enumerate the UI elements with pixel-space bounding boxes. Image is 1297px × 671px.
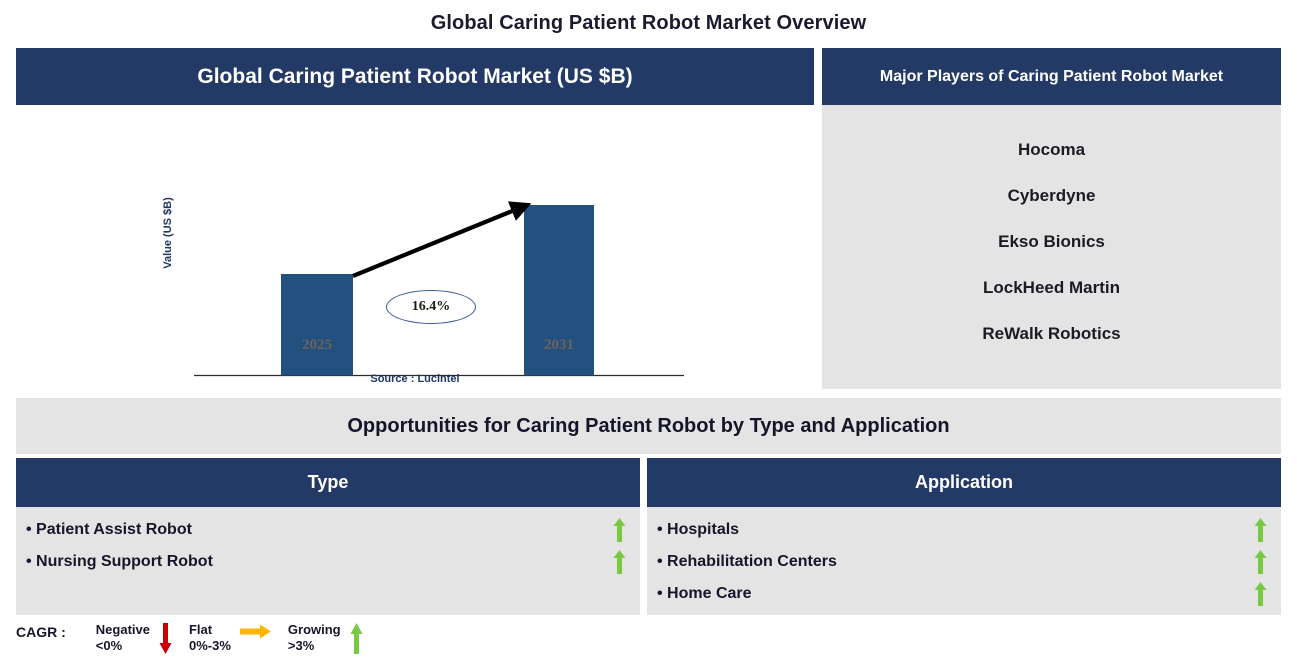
type-column-body: • Patient Assist Robot • Nursing Support… xyxy=(16,507,640,615)
list-item: LockHeed Martin xyxy=(983,278,1120,297)
list-item: • Patient Assist Robot xyxy=(16,514,640,546)
legend-entry-flat: Flat 0%-3% xyxy=(189,622,279,654)
list-item: Ekso Bionics xyxy=(998,232,1105,251)
players-list: Hocoma Cyberdyne Ekso Bionics LockHeed M… xyxy=(822,105,1281,389)
arrow-up-icon xyxy=(613,518,626,542)
major-players-card: Major Players of Caring Patient Robot Ma… xyxy=(822,48,1281,389)
legend-flat-name: Flat xyxy=(188,622,213,637)
market-bar-chart xyxy=(194,201,684,377)
legend-growing-range: >3% xyxy=(287,638,315,653)
page-title: Global Caring Patient Robot Market Overv… xyxy=(430,12,867,34)
legend-negative-name: Negative xyxy=(95,622,150,637)
chart-x-tick-0: 2025 xyxy=(302,337,332,353)
application-column-body: • Hospitals • Rehabilitation Centers • H… xyxy=(647,507,1281,615)
legend-entry-growing: Growing >3% xyxy=(288,622,371,654)
list-item: • Hospitals xyxy=(647,514,1281,546)
arrow-up-icon xyxy=(1254,550,1267,574)
type-item-label: • Nursing Support Robot xyxy=(26,553,213,570)
arrow-up-icon xyxy=(350,623,363,654)
application-item-label: • Rehabilitation Centers xyxy=(657,553,837,570)
chart-y-axis-label: Value (US $B) xyxy=(162,197,174,269)
market-chart-card: Global Caring Patient Robot Market (US $… xyxy=(16,48,814,389)
arrow-up-icon xyxy=(613,550,626,574)
type-column: Type • Patient Assist Robot • Nursing Su… xyxy=(16,458,640,615)
opportunities-band: Opportunities for Caring Patient Robot b… xyxy=(16,398,1281,454)
top-row: Global Caring Patient Robot Market (US $… xyxy=(16,48,1281,389)
arrow-up-icon xyxy=(1254,582,1267,606)
type-column-header: Type xyxy=(16,458,640,507)
cagr-callout: 16.4% xyxy=(386,290,476,324)
list-item: • Nursing Support Robot xyxy=(16,546,640,578)
legend-flat-range: 0%-3% xyxy=(188,638,231,653)
chart-x-tick-1: 2031 xyxy=(544,337,574,353)
cagr-legend-title: CAGR : xyxy=(16,624,66,640)
application-column-header: Application xyxy=(647,458,1281,507)
players-panel-header: Major Players of Caring Patient Robot Ma… xyxy=(822,48,1281,105)
cagr-legend: CAGR : Negative <0% Flat 0%-3% Growing >… xyxy=(16,622,616,668)
legend-growing-name: Growing xyxy=(287,622,341,637)
list-item: ReWalk Robotics xyxy=(982,324,1121,343)
arrow-right-icon xyxy=(239,624,271,639)
application-item-label: • Home Care xyxy=(657,585,752,602)
chart-source-note: Source : Lucintel xyxy=(370,373,460,385)
arrow-up-icon xyxy=(1254,518,1267,542)
legend-negative-range: <0% xyxy=(95,638,123,653)
list-item: Hocoma xyxy=(1017,140,1086,159)
list-item: • Home Care xyxy=(647,578,1281,610)
list-item: Cyberdyne xyxy=(1007,186,1096,205)
arrow-down-icon xyxy=(159,623,172,654)
legend-entry-negative: Negative <0% xyxy=(96,622,180,654)
application-item-label: • Hospitals xyxy=(657,521,740,538)
chart-panel-body: 16.4% Value (US $B) 2025 2031 Source : L… xyxy=(16,105,814,389)
chart-panel-header: Global Caring Patient Robot Market (US $… xyxy=(16,48,814,105)
application-column: Application • Hospitals • Rehabilitation… xyxy=(647,458,1281,615)
type-item-label: • Patient Assist Robot xyxy=(26,521,192,538)
opportunities-title: Opportunities for Caring Patient Robot b… xyxy=(347,414,950,437)
list-item: • Rehabilitation Centers xyxy=(647,546,1281,578)
